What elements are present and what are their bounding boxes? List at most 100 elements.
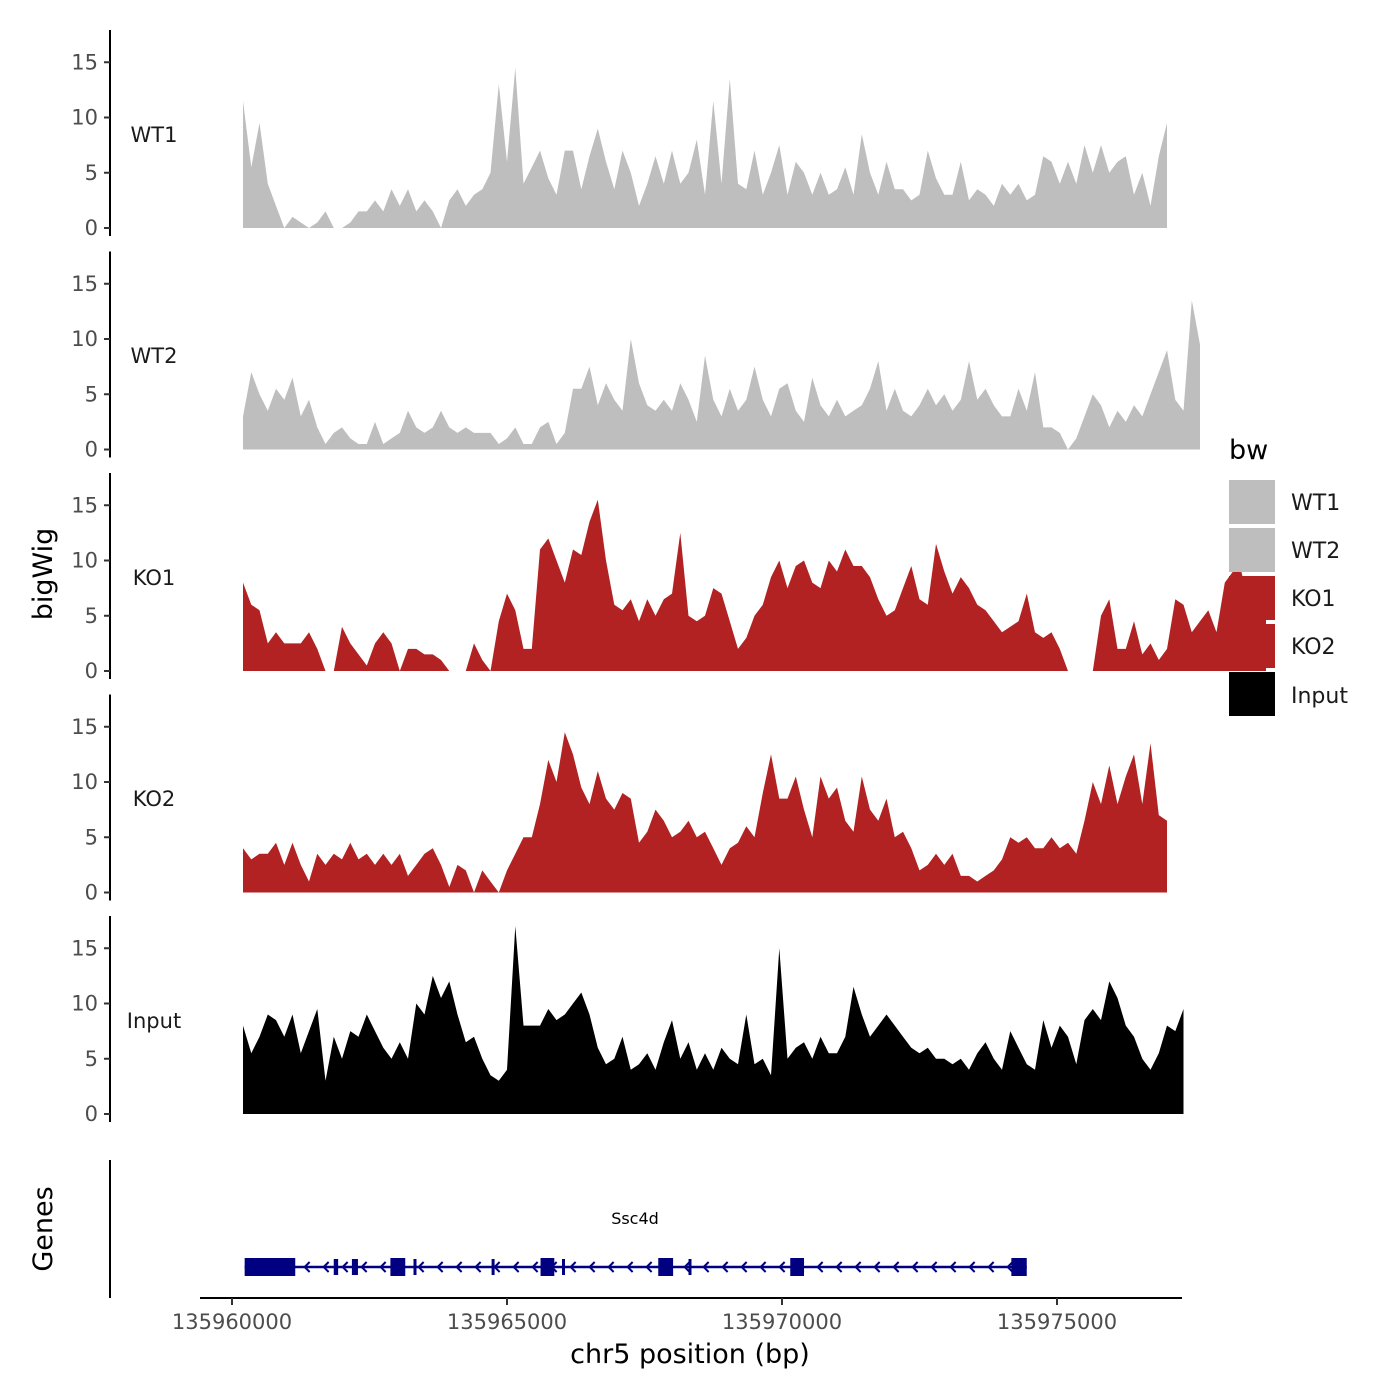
legend: bw WT1 WT2 KO1 KO2 Input (1229, 435, 1348, 716)
strand-arrow-icon (455, 1261, 463, 1273)
strand-arrow-icon (417, 1261, 425, 1273)
x-tick-label: 135960000 (172, 1310, 292, 1334)
y-tick-label-wt2: 0 (85, 438, 98, 462)
strand-arrow-icon (626, 1261, 634, 1273)
track-label-ko1: KO1 (133, 566, 176, 590)
strand-arrow-icon (493, 1261, 501, 1273)
legend-key-wt1 (1229, 480, 1275, 524)
track-label-ko2: KO2 (133, 787, 176, 811)
strand-arrow-icon (645, 1261, 653, 1273)
y-tick-label-wt2: 5 (85, 382, 98, 406)
legend-title: bw (1229, 435, 1268, 466)
track-label-wt2: WT2 (131, 344, 178, 368)
strand-arrow-icon (607, 1261, 615, 1273)
track-label-wt1: WT1 (131, 123, 178, 147)
exon-block (688, 1259, 692, 1275)
x-axis-title: chr5 position (bp) (570, 1339, 810, 1370)
strand-arrow-icon (1006, 1261, 1014, 1273)
y-tick-label-input: 0 (85, 1102, 98, 1126)
legend-label-wt2: WT2 (1291, 539, 1340, 564)
gene-track-title: Genes (28, 1186, 59, 1271)
strand-arrow-icon (873, 1261, 881, 1273)
coverage-area-ko2 (243, 732, 1167, 893)
legend-key-ko2 (1229, 624, 1275, 668)
track-panel-ko1: KO1 0 5 10 15 (71, 473, 1266, 683)
y-tick-label-wt2: 15 (71, 272, 98, 296)
strand-arrow-icon (721, 1261, 729, 1273)
strand-arrow-icon (683, 1261, 691, 1273)
legend-label-input: Input (1291, 684, 1348, 709)
coverage-area-wt1 (243, 67, 1167, 228)
y-tick-label-ko2: 5 (85, 825, 98, 849)
legend-key-ko1 (1229, 576, 1275, 620)
strand-arrow-icon (759, 1261, 767, 1273)
legend-label-ko2: KO2 (1291, 635, 1336, 660)
x-tick-label: 135975000 (997, 1310, 1117, 1334)
y-tick-label-ko1: 15 (71, 493, 98, 517)
y-tick-label-input: 10 (71, 992, 98, 1016)
exon-block (390, 1258, 406, 1276)
strand-arrow-icon (968, 1261, 976, 1273)
strand-arrow-icon (930, 1261, 938, 1273)
exon-block (1011, 1258, 1027, 1276)
strand-arrow-icon (854, 1261, 862, 1273)
legend-label-ko1: KO1 (1291, 587, 1336, 612)
gene-label: Ssc4d (611, 1209, 659, 1228)
strand-arrow-icon (303, 1261, 311, 1273)
exon-block (351, 1259, 358, 1275)
strand-arrow-icon (379, 1261, 387, 1273)
gene-track: Genes Ssc4d (28, 1160, 1027, 1298)
legend-key-input (1229, 672, 1275, 716)
legend-key-wt2 (1229, 528, 1275, 572)
strand-arrow-icon (531, 1261, 539, 1273)
strand-arrow-icon (740, 1261, 748, 1273)
y-tick-label-wt1: 0 (85, 216, 98, 240)
strand-arrow-icon (702, 1261, 710, 1273)
track-panel-input: Input 0 5 10 15 (71, 916, 1184, 1126)
exon-block (658, 1258, 674, 1276)
strand-arrow-icon (778, 1261, 786, 1273)
strand-arrow-icon (892, 1261, 900, 1273)
coverage-area-input (243, 926, 1184, 1114)
exon-block (790, 1258, 804, 1276)
y-tick-label-ko2: 15 (71, 715, 98, 739)
track-panel-ko2: KO2 0 5 10 15 (71, 694, 1167, 905)
y-tick-label-wt1: 5 (85, 161, 98, 185)
y-tick-label-ko2: 10 (71, 770, 98, 794)
y-tick-label-ko1: 0 (85, 659, 98, 683)
strand-arrow-icon (569, 1261, 577, 1273)
strand-arrow-icon (949, 1261, 957, 1273)
strand-arrow-icon (816, 1261, 824, 1273)
x-axis: chr5 position (bp) 135960000 135965000 135… (172, 1297, 1182, 1370)
y-axis-title: bigWig (28, 528, 59, 621)
y-tick-label-ko2: 0 (85, 881, 98, 905)
strand-arrow-icon (436, 1261, 444, 1273)
y-tick-label-wt1: 15 (71, 50, 98, 74)
exon-block (413, 1259, 417, 1275)
exon-block (491, 1259, 495, 1275)
coverage-area-ko1 (243, 499, 1266, 671)
strand-arrow-icon (835, 1261, 843, 1273)
track-panel-wt1: WT1 0 5 10 15 (71, 30, 1167, 240)
exon-block (333, 1259, 339, 1275)
x-tick-label: 135970000 (722, 1310, 842, 1334)
coverage-area-wt2 (243, 300, 1200, 450)
y-tick-label-wt1: 10 (71, 106, 98, 130)
strand-arrow-icon (512, 1261, 520, 1273)
strand-arrow-icon (322, 1261, 330, 1273)
strand-arrow-icon (474, 1261, 482, 1273)
y-tick-label-input: 15 (71, 936, 98, 960)
strand-arrow-icon (987, 1261, 995, 1273)
exon-block (244, 1258, 296, 1276)
track-label-input: Input (127, 1009, 181, 1033)
strand-arrow-icon (360, 1261, 368, 1273)
x-tick-label: 135965000 (447, 1310, 567, 1334)
exon-block (540, 1258, 555, 1276)
legend-label-wt1: WT1 (1291, 491, 1340, 516)
strand-arrow-icon (911, 1261, 919, 1273)
y-tick-label-input: 5 (85, 1047, 98, 1071)
track-panel-wt2: WT2 0 5 10 15 (71, 251, 1200, 462)
y-tick-label-ko1: 10 (71, 549, 98, 573)
exon-block (562, 1259, 565, 1275)
